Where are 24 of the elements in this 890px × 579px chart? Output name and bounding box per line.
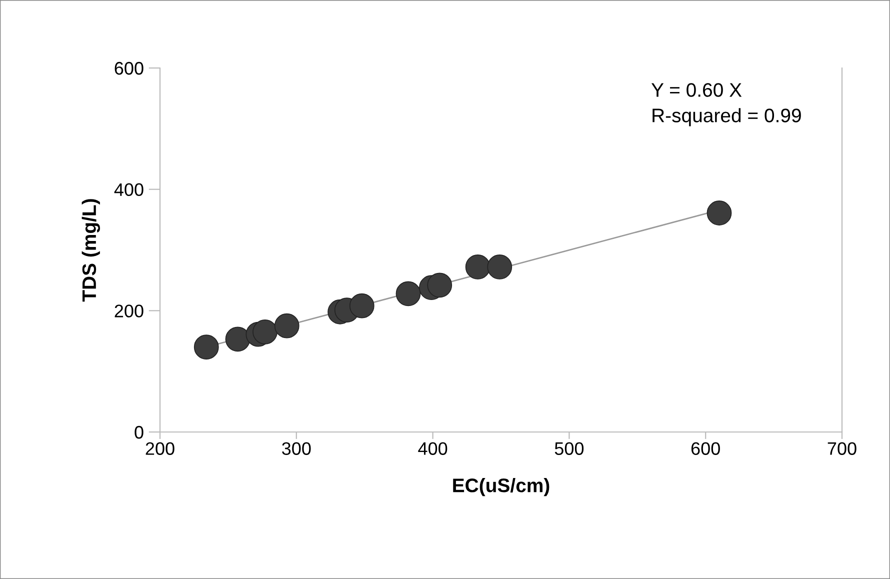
x-tick-label: 200 [146,442,174,455]
y-tick-label: 400 [114,183,144,196]
x-tick-label: 400 [418,442,448,455]
point [396,281,421,306]
y-tick-label: 200 [114,304,144,318]
x-tick-label: 500 [554,442,584,455]
point [465,254,490,280]
point [252,319,278,344]
point [274,313,300,338]
y-axis-title: TDS (mg/L) [82,199,100,302]
x-tick-label: 700 [828,442,856,455]
point [427,272,452,298]
point [487,254,512,280]
point [225,326,250,352]
point [194,334,219,360]
annotation: Y = 0.60 X [651,83,742,97]
x-tick-label: 300 [282,442,311,455]
y-tick-label: 600 [114,62,144,75]
x-tick-label: 600 [691,442,720,455]
point [706,200,732,226]
point [349,293,374,318]
x-axis-title: EC(uS/cm) [453,478,550,496]
annotation: R-squared = 0.99 [652,108,801,126]
y-tick-label: 0 [134,426,144,439]
